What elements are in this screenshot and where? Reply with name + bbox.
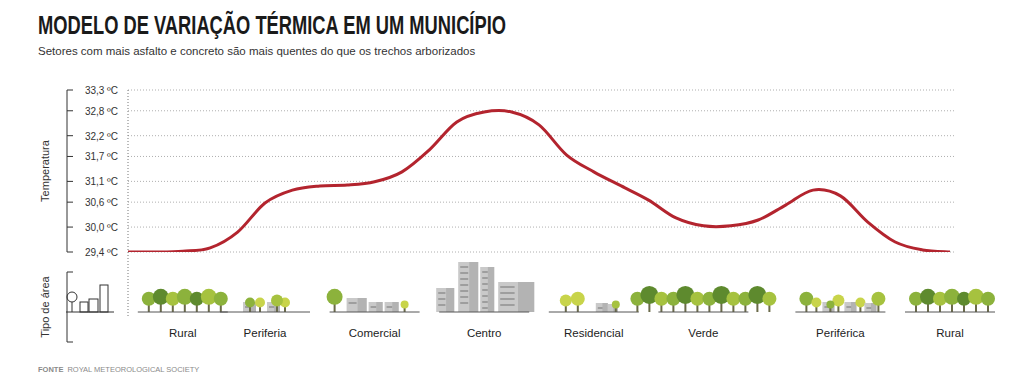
y-tick-label: 32,2 ºC xyxy=(85,131,118,142)
subtitle: Setores com mais asfalto e concreto são … xyxy=(38,45,475,57)
area-illustration xyxy=(549,292,639,312)
x-bracket-cap xyxy=(67,342,73,343)
area-illustration xyxy=(905,289,995,312)
area-icon xyxy=(66,285,114,312)
x-tick-label: Periferia xyxy=(244,327,287,339)
y-tick xyxy=(67,156,73,157)
plot-left-edge xyxy=(128,90,129,316)
x-tick-label: Comercial xyxy=(349,327,401,339)
y-tick xyxy=(67,110,73,111)
y-tick xyxy=(67,135,73,136)
x-tick-label: Rural xyxy=(936,327,963,339)
x-axis-label: Tipo de área xyxy=(39,275,51,337)
plot-area xyxy=(128,111,950,252)
grid-line xyxy=(128,90,955,91)
x-tick-label: Periférica xyxy=(816,327,865,339)
area-illustration xyxy=(630,286,776,312)
area-illustration xyxy=(327,289,420,312)
grid-line xyxy=(128,135,955,136)
area-illustration xyxy=(220,295,310,312)
grid-line xyxy=(128,227,955,228)
y-tick-label: 30,6 ºC xyxy=(85,197,118,208)
y-tick xyxy=(67,252,73,253)
grid-line xyxy=(128,202,955,203)
y-tick-label: 30,0 ºC xyxy=(85,222,118,233)
chart: MODELO DE VARIAÇÃO TÉRMICA EM UM MUNICÍP… xyxy=(0,0,1024,385)
x-tick-label: Rural xyxy=(169,327,196,339)
area-illustration xyxy=(795,292,885,312)
grid-line xyxy=(128,156,955,157)
y-tick-label: 29,4 ºC xyxy=(85,247,118,258)
grid-line xyxy=(128,181,955,182)
y-axis xyxy=(67,90,68,252)
area-illustration xyxy=(138,289,228,312)
y-tick-label: 31,1 ºC xyxy=(85,176,118,187)
y-tick-label: 33,3 ºC xyxy=(85,85,118,96)
y-tick xyxy=(67,181,73,182)
y-tick xyxy=(67,227,73,228)
x-bracket xyxy=(67,272,68,342)
x-tick-label: Centro xyxy=(467,327,502,339)
title: MODELO DE VARIAÇÃO TÉRMICA EM UM MUNICÍP… xyxy=(38,10,506,40)
source: FONTE ROYAL METEOROLOGICAL SOCIETY xyxy=(38,365,199,374)
source-text: ROYAL METEOROLOGICAL SOCIETY xyxy=(67,365,199,374)
area-illustration xyxy=(436,262,534,312)
y-tick-label: 32,8 ºC xyxy=(85,106,118,117)
y-axis-label: Temperatura xyxy=(39,139,51,202)
y-tick-label: 31,7 ºC xyxy=(85,151,118,162)
temperature-line xyxy=(128,111,950,252)
y-tick xyxy=(67,90,73,91)
x-bracket-cap xyxy=(67,272,73,273)
grid-line xyxy=(128,252,955,253)
grid-line xyxy=(128,110,955,111)
source-label: FONTE xyxy=(38,365,63,374)
x-tick-label: Verde xyxy=(688,327,718,339)
y-tick xyxy=(67,202,73,203)
x-tick-label: Residencial xyxy=(564,327,623,339)
